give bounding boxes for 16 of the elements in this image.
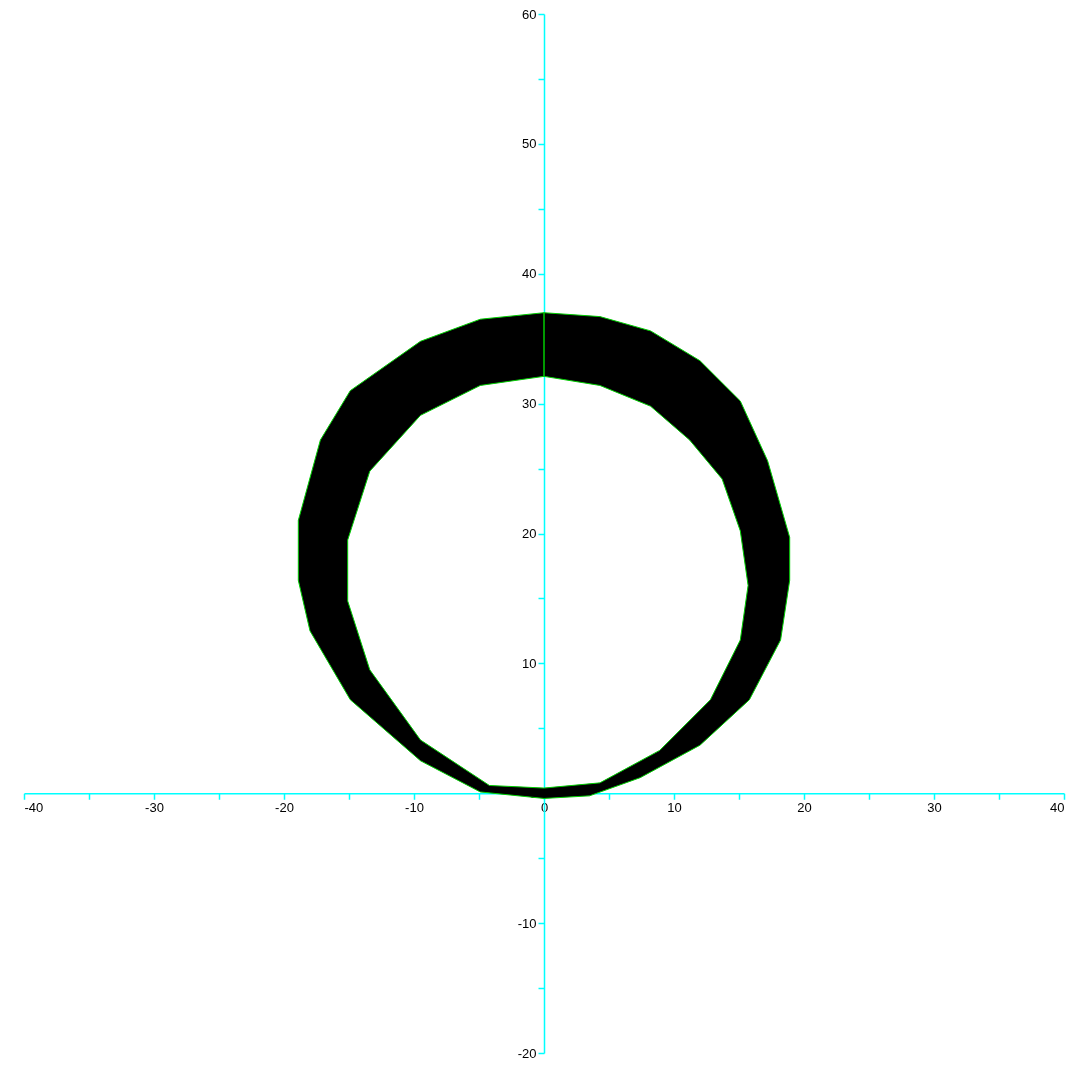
y-tick-label: 40 [522,266,537,282]
y-tick-label: 30 [522,396,537,412]
y-tick-label: 60 [522,6,537,22]
y-tick-label: 20 [522,526,537,541]
x-tick-label: -30 [145,799,164,815]
y-tick-label: -20 [517,1045,537,1061]
x-tick-label: 40 [1050,799,1065,815]
x-tick-label: -40 [24,799,44,815]
y-tick-label: 10 [522,655,537,671]
x-tick-label: 30 [927,799,942,815]
x-tick-label: 20 [797,799,812,815]
y-tick-label: 50 [522,136,537,152]
y-tick-label: -10 [517,915,537,931]
x-tick-label: -10 [405,799,424,815]
x-tick-label: 10 [667,799,682,815]
x-tick-label: -20 [275,799,294,815]
